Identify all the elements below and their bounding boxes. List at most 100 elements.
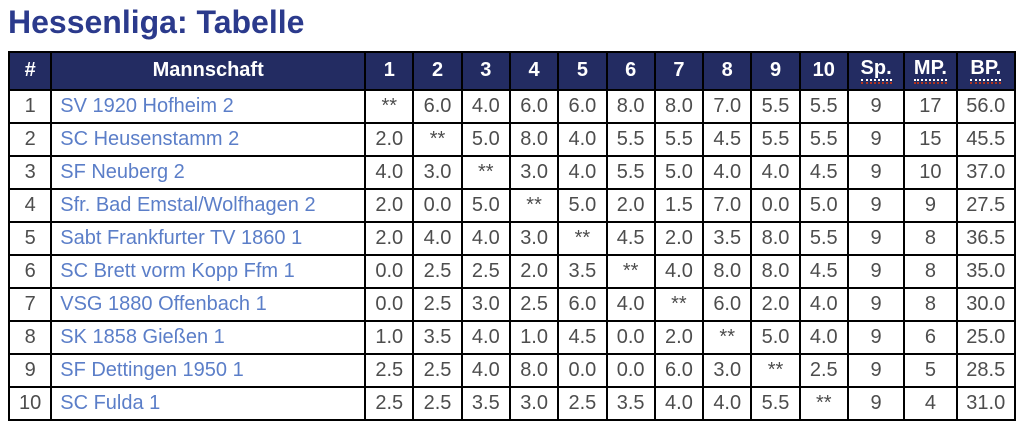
- header-mp-label: MP.: [913, 57, 947, 82]
- result-cell: 5.5: [605, 154, 656, 190]
- sp-cell: 9: [846, 88, 906, 124]
- result-cell: 0.0: [605, 319, 656, 355]
- result-cell: 4.0: [653, 253, 705, 289]
- result-cell: 2.0: [364, 121, 415, 157]
- result-cell: 2.5: [798, 352, 849, 388]
- team-link[interactable]: SC Brett vorm Kopp Ffm 1: [60, 259, 295, 282]
- result-cell: 4.0: [750, 154, 801, 190]
- result-cell: 4.0: [702, 385, 753, 421]
- result-cell: 4.0: [557, 154, 608, 190]
- result-cell: **: [750, 352, 801, 388]
- team-link[interactable]: SC Fulda 1: [60, 391, 161, 414]
- result-cell: 4.5: [702, 121, 753, 157]
- result-cell: 4.0: [460, 220, 511, 256]
- result-cell: 8.0: [508, 121, 560, 157]
- result-cell: 4.0: [798, 286, 849, 322]
- header-round-10: 10: [798, 50, 849, 91]
- result-cell: 4.0: [798, 319, 849, 355]
- rank-cell: 4: [7, 187, 53, 223]
- team-link[interactable]: SF Dettingen 1950 1: [60, 358, 244, 381]
- result-cell: 5.5: [750, 88, 801, 124]
- result-cell: 4.5: [605, 220, 656, 256]
- result-cell: 4.0: [412, 220, 463, 256]
- result-cell: 4.0: [653, 385, 705, 421]
- result-cell: 2.0: [750, 286, 801, 322]
- result-cell: 2.0: [508, 253, 560, 289]
- rank-cell: 8: [7, 319, 53, 355]
- mp-cell: 8: [903, 286, 958, 322]
- table-row: 7 VSG 1880 Offenbach 1 0.0 2.5 3.0 2.5 6.0 4.0 *…: [7, 286, 1017, 322]
- header-round-7: 7: [653, 50, 705, 91]
- mp-cell: 5: [903, 352, 958, 388]
- header-rank: #: [7, 50, 53, 91]
- bp-cell: 28.5: [955, 352, 1017, 388]
- result-cell: 2.0: [653, 220, 705, 256]
- result-cell: 5.5: [605, 121, 656, 157]
- result-cell: 4.0: [460, 88, 511, 124]
- team-cell: Sabt Frankfurter TV 1860 1: [50, 220, 367, 256]
- bp-cell: 25.0: [955, 319, 1017, 355]
- result-cell: 3.5: [605, 385, 656, 421]
- header-row: # Mannschaft 1 2 3 4 5 6 7 8 9 10 Sp. MP. BP.: [7, 50, 1017, 91]
- result-cell: 2.5: [508, 286, 560, 322]
- header-bp: BP.: [955, 50, 1017, 91]
- header-mp-abbr: MP.: [913, 57, 947, 85]
- team-link[interactable]: VSG 1880 Offenbach 1: [60, 292, 267, 315]
- result-cell: 0.0: [750, 187, 801, 223]
- mp-cell: 6: [903, 319, 958, 355]
- result-cell: 2.5: [412, 286, 463, 322]
- team-cell: SF Neuberg 2: [50, 154, 367, 190]
- header-round-6: 6: [605, 50, 656, 91]
- result-cell: 0.0: [557, 352, 608, 388]
- result-cell: 5.0: [750, 319, 801, 355]
- result-cell: 3.0: [702, 352, 753, 388]
- page-title: Hessenliga: Tabelle: [8, 4, 305, 40]
- result-cell: **: [557, 220, 608, 256]
- table-row: 1 SV 1920 Hofheim 2 ** 6.0 4.0 6.0 6.0 8.0 8.0 7.…: [7, 88, 1017, 124]
- result-cell: 3.0: [508, 220, 560, 256]
- mp-cell: 4: [903, 385, 958, 421]
- team-cell: Sfr. Bad Emstal/Wolfhagen 2: [50, 187, 367, 223]
- rank-cell: 10: [7, 385, 53, 421]
- table-row: 3 SF Neuberg 2 4.0 3.0 ** 3.0 4.0 5.5 5.0 4.0 4.0 4…: [7, 154, 1017, 190]
- result-cell: 8.0: [653, 88, 705, 124]
- header-team: Mannschaft: [50, 50, 367, 91]
- mp-cell: 10: [903, 154, 958, 190]
- result-cell: 2.5: [412, 385, 463, 421]
- team-cell: SF Dettingen 1950 1: [50, 352, 367, 388]
- team-cell: SC Brett vorm Kopp Ffm 1: [50, 253, 367, 289]
- team-link[interactable]: SV 1920 Hofheim 2: [60, 94, 234, 117]
- rank-cell: 9: [7, 352, 53, 388]
- header-sp-label: Sp.: [860, 57, 892, 82]
- table-row: 2 SC Heusenstamm 2 2.0 ** 5.0 8.0 4.0 5.5 5.5 4.5…: [7, 121, 1017, 157]
- result-cell: 4.0: [605, 286, 656, 322]
- header-sp: Sp.: [846, 50, 906, 91]
- team-link[interactable]: SF Neuberg 2: [60, 160, 185, 183]
- sp-cell: 9: [846, 121, 906, 157]
- result-cell: 5.0: [557, 187, 608, 223]
- rank-cell: 7: [7, 286, 53, 322]
- team-link[interactable]: Sabt Frankfurter TV 1860 1: [60, 226, 303, 249]
- sp-cell: 9: [846, 385, 906, 421]
- result-cell: 5.5: [798, 88, 849, 124]
- mp-cell: 15: [903, 121, 958, 157]
- mp-cell: 17: [903, 88, 958, 124]
- result-cell: 8.0: [605, 88, 656, 124]
- result-cell: 2.0: [653, 319, 705, 355]
- result-cell: 8.0: [508, 352, 560, 388]
- bp-cell: 56.0: [955, 88, 1017, 124]
- result-cell: 5.5: [798, 121, 849, 157]
- team-cell: SC Heusenstamm 2: [50, 121, 367, 157]
- team-link[interactable]: SC Heusenstamm 2: [60, 127, 240, 150]
- team-link[interactable]: SK 1858 Gießen 1: [60, 325, 225, 348]
- result-cell: 4.0: [557, 121, 608, 157]
- result-cell: **: [702, 319, 753, 355]
- header-round-3: 3: [460, 50, 511, 91]
- team-cell: SK 1858 Gießen 1: [50, 319, 367, 355]
- result-cell: 0.0: [364, 253, 415, 289]
- result-cell: 7.0: [702, 88, 753, 124]
- team-link[interactable]: Sfr. Bad Emstal/Wolfhagen 2: [60, 193, 316, 216]
- header-bp-label: BP.: [970, 57, 1002, 82]
- sp-cell: 9: [846, 220, 906, 256]
